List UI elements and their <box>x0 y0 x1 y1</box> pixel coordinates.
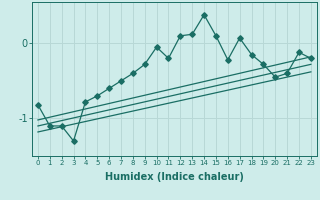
X-axis label: Humidex (Indice chaleur): Humidex (Indice chaleur) <box>105 172 244 182</box>
